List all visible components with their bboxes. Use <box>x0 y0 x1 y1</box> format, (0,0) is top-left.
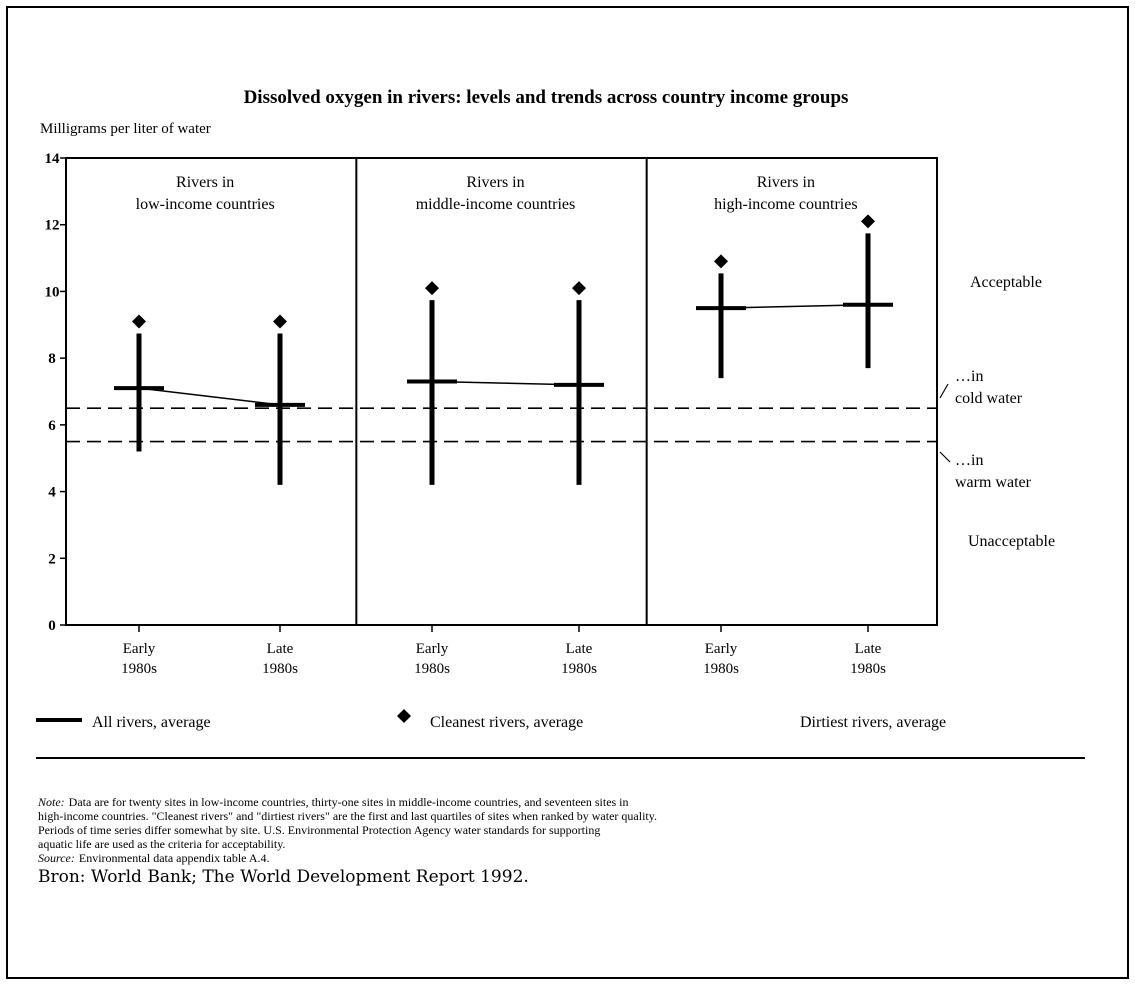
panel-title: Rivers in <box>757 174 815 191</box>
source-text: Environmental data appendix table A.4. <box>79 851 270 865</box>
y-tick-label: 4 <box>48 485 56 501</box>
cleanest-marker <box>861 214 875 229</box>
chart-title: Dissolved oxygen in rivers: levels and t… <box>244 87 849 108</box>
y-tick-label: 14 <box>45 151 61 167</box>
x-tick-label: 1980s <box>850 661 886 677</box>
note-line: Data are for twenty sites in low-income … <box>69 795 629 809</box>
plot-frame <box>65 157 938 626</box>
panel-title: Rivers in <box>176 174 234 191</box>
y-tick-label: 2 <box>48 551 56 567</box>
x-tick-label: 1980s <box>703 661 739 677</box>
outer-border <box>6 6 1129 979</box>
credit: Bron: World Bank; The World Development … <box>38 867 529 887</box>
legend-symbol <box>397 709 411 723</box>
legend-label: Cleanest rivers, average <box>430 714 583 731</box>
panel-title: low-income countries <box>136 196 275 213</box>
threshold-label: warm water <box>955 474 1032 491</box>
panel-title: high-income countries <box>714 196 858 213</box>
x-tick-label: 1980s <box>262 661 298 677</box>
cleanest-marker <box>132 314 146 329</box>
x-tick-label: 1980s <box>414 661 450 677</box>
source: Source: Environmental data appendix table… <box>38 851 270 865</box>
cleanest-marker <box>273 314 287 329</box>
y-tick-label: 8 <box>48 351 56 367</box>
x-tick-label: 1980s <box>121 661 157 677</box>
trend-line <box>138 387 281 406</box>
note: Note: Data are for twenty sites in low-in… <box>37 795 629 809</box>
panel-title: Rivers in <box>466 174 524 191</box>
x-tick-label: Late <box>566 641 593 657</box>
cleanest-marker <box>425 281 439 296</box>
y-tick-label: 10 <box>45 284 60 300</box>
note-line: high-income countries. "Cleanest rivers"… <box>38 809 657 823</box>
x-tick-label: Late <box>855 641 882 657</box>
note-line: aquatic life are used as the criteria fo… <box>38 837 285 851</box>
cleanest-marker <box>572 281 586 296</box>
legend-label: All rivers, average <box>92 714 211 731</box>
annotation: Unacceptable <box>968 533 1055 550</box>
x-tick-label: 1980s <box>561 661 597 677</box>
x-tick-label: Early <box>123 641 156 657</box>
legend-label: Dirtiest rivers, average <box>800 714 946 731</box>
pointer <box>939 383 949 399</box>
y-axis-label: Milligrams per liter of water <box>40 121 211 137</box>
annotation: Acceptable <box>970 274 1042 291</box>
note-line: Periods of time series differ somewhat b… <box>38 823 600 837</box>
panel-title: middle-income countries <box>416 196 576 213</box>
x-tick-label: Late <box>267 641 294 657</box>
y-tick-label: 0 <box>48 618 56 634</box>
source-lead: Source: <box>38 851 75 865</box>
cleanest-marker <box>714 254 728 269</box>
threshold-label: …in <box>955 452 983 469</box>
y-tick-label: 6 <box>48 418 56 434</box>
note-lead: Note: <box>37 795 65 809</box>
x-tick-label: Early <box>416 641 449 657</box>
y-tick-label: 12 <box>45 218 60 234</box>
x-tick-label: Early <box>705 641 738 657</box>
threshold-label: …in <box>955 368 983 385</box>
threshold-label: cold water <box>955 390 1023 407</box>
pointer <box>939 451 951 463</box>
